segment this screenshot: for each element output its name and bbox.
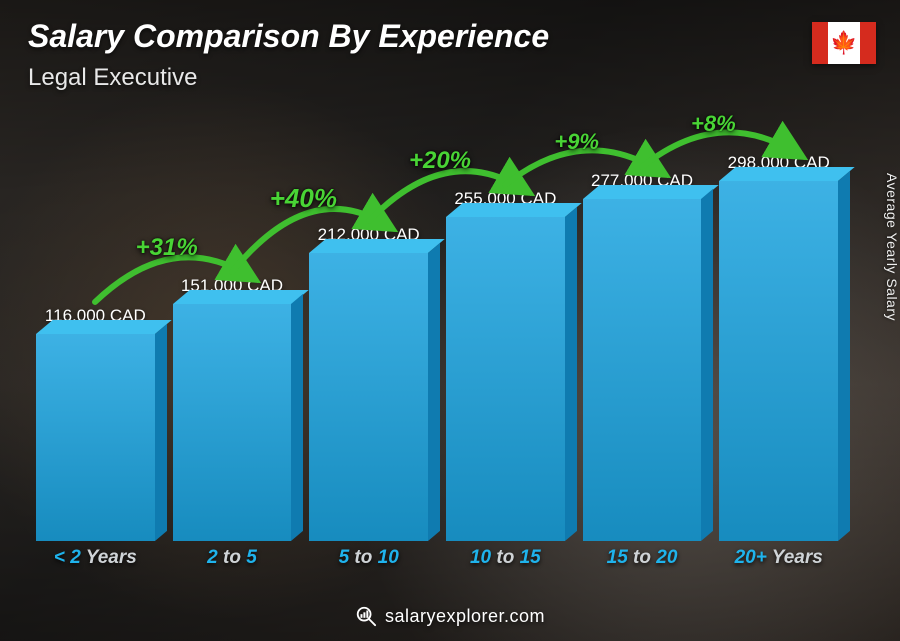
bar-top-face — [309, 239, 444, 253]
bar-front-face — [173, 304, 292, 541]
bar-top-face — [173, 290, 308, 304]
bar-front-face — [719, 181, 838, 541]
bar-top-face — [446, 203, 581, 217]
bar-chart: 116,000 CAD151,000 CAD212,000 CAD255,000… — [30, 120, 844, 573]
logo-icon — [355, 605, 377, 627]
x-label-4: 15 to 20 — [583, 547, 702, 573]
bar-front-face — [36, 334, 155, 541]
bar-3d — [173, 304, 292, 541]
bar-top-face — [583, 185, 718, 199]
x-label-3: 10 to 15 — [446, 547, 565, 573]
bar-4: 277,000 CAD — [583, 171, 702, 541]
bar-front-face — [309, 253, 428, 541]
bars-container: 116,000 CAD151,000 CAD212,000 CAD255,000… — [30, 120, 844, 541]
chart-title: Salary Comparison By Experience — [28, 18, 549, 55]
y-axis-label: Average Yearly Salary — [884, 173, 900, 321]
flag-band-left — [812, 22, 828, 64]
bar-5: 298,000 CAD — [719, 153, 838, 541]
flag-band-center: 🍁 — [828, 22, 860, 64]
bar-3d — [309, 253, 428, 541]
bar-0: 116,000 CAD — [36, 306, 155, 541]
infographic-canvas: Salary Comparison By Experience Legal Ex… — [0, 0, 900, 641]
bar-top-face — [36, 320, 171, 334]
bar-side-face — [155, 324, 167, 541]
bar-top-face — [719, 167, 854, 181]
bar-3: 255,000 CAD — [446, 189, 565, 541]
maple-leaf-icon: 🍁 — [830, 32, 857, 54]
bar-side-face — [701, 189, 713, 541]
x-labels: < 2 Years 2 to 5 5 to 10 10 to 15 15 to 20 20… — [30, 547, 844, 573]
bar-side-face — [428, 243, 440, 541]
bar-front-face — [446, 217, 565, 541]
bar-side-face — [291, 294, 303, 541]
bar-3d — [583, 199, 702, 541]
bar-1: 151,000 CAD — [173, 276, 292, 541]
x-label-2: 5 to 10 — [309, 547, 428, 573]
x-label-1: 2 to 5 — [173, 547, 292, 573]
canada-flag: 🍁 — [812, 22, 876, 64]
bar-3d — [719, 181, 838, 541]
bar-side-face — [565, 207, 577, 541]
bar-side-face — [838, 171, 850, 541]
bar-3d — [36, 334, 155, 541]
x-label-5: 20+ Years — [719, 547, 838, 573]
bar-3d — [446, 217, 565, 541]
footer-logo: salaryexplorer.com — [355, 605, 545, 627]
bar-front-face — [583, 199, 702, 541]
flag-band-right — [860, 22, 876, 64]
x-label-0: < 2 Years — [36, 547, 155, 573]
bar-2: 212,000 CAD — [309, 225, 428, 541]
chart-subtitle: Legal Executive — [28, 64, 197, 92]
footer-text: salaryexplorer.com — [385, 606, 545, 627]
